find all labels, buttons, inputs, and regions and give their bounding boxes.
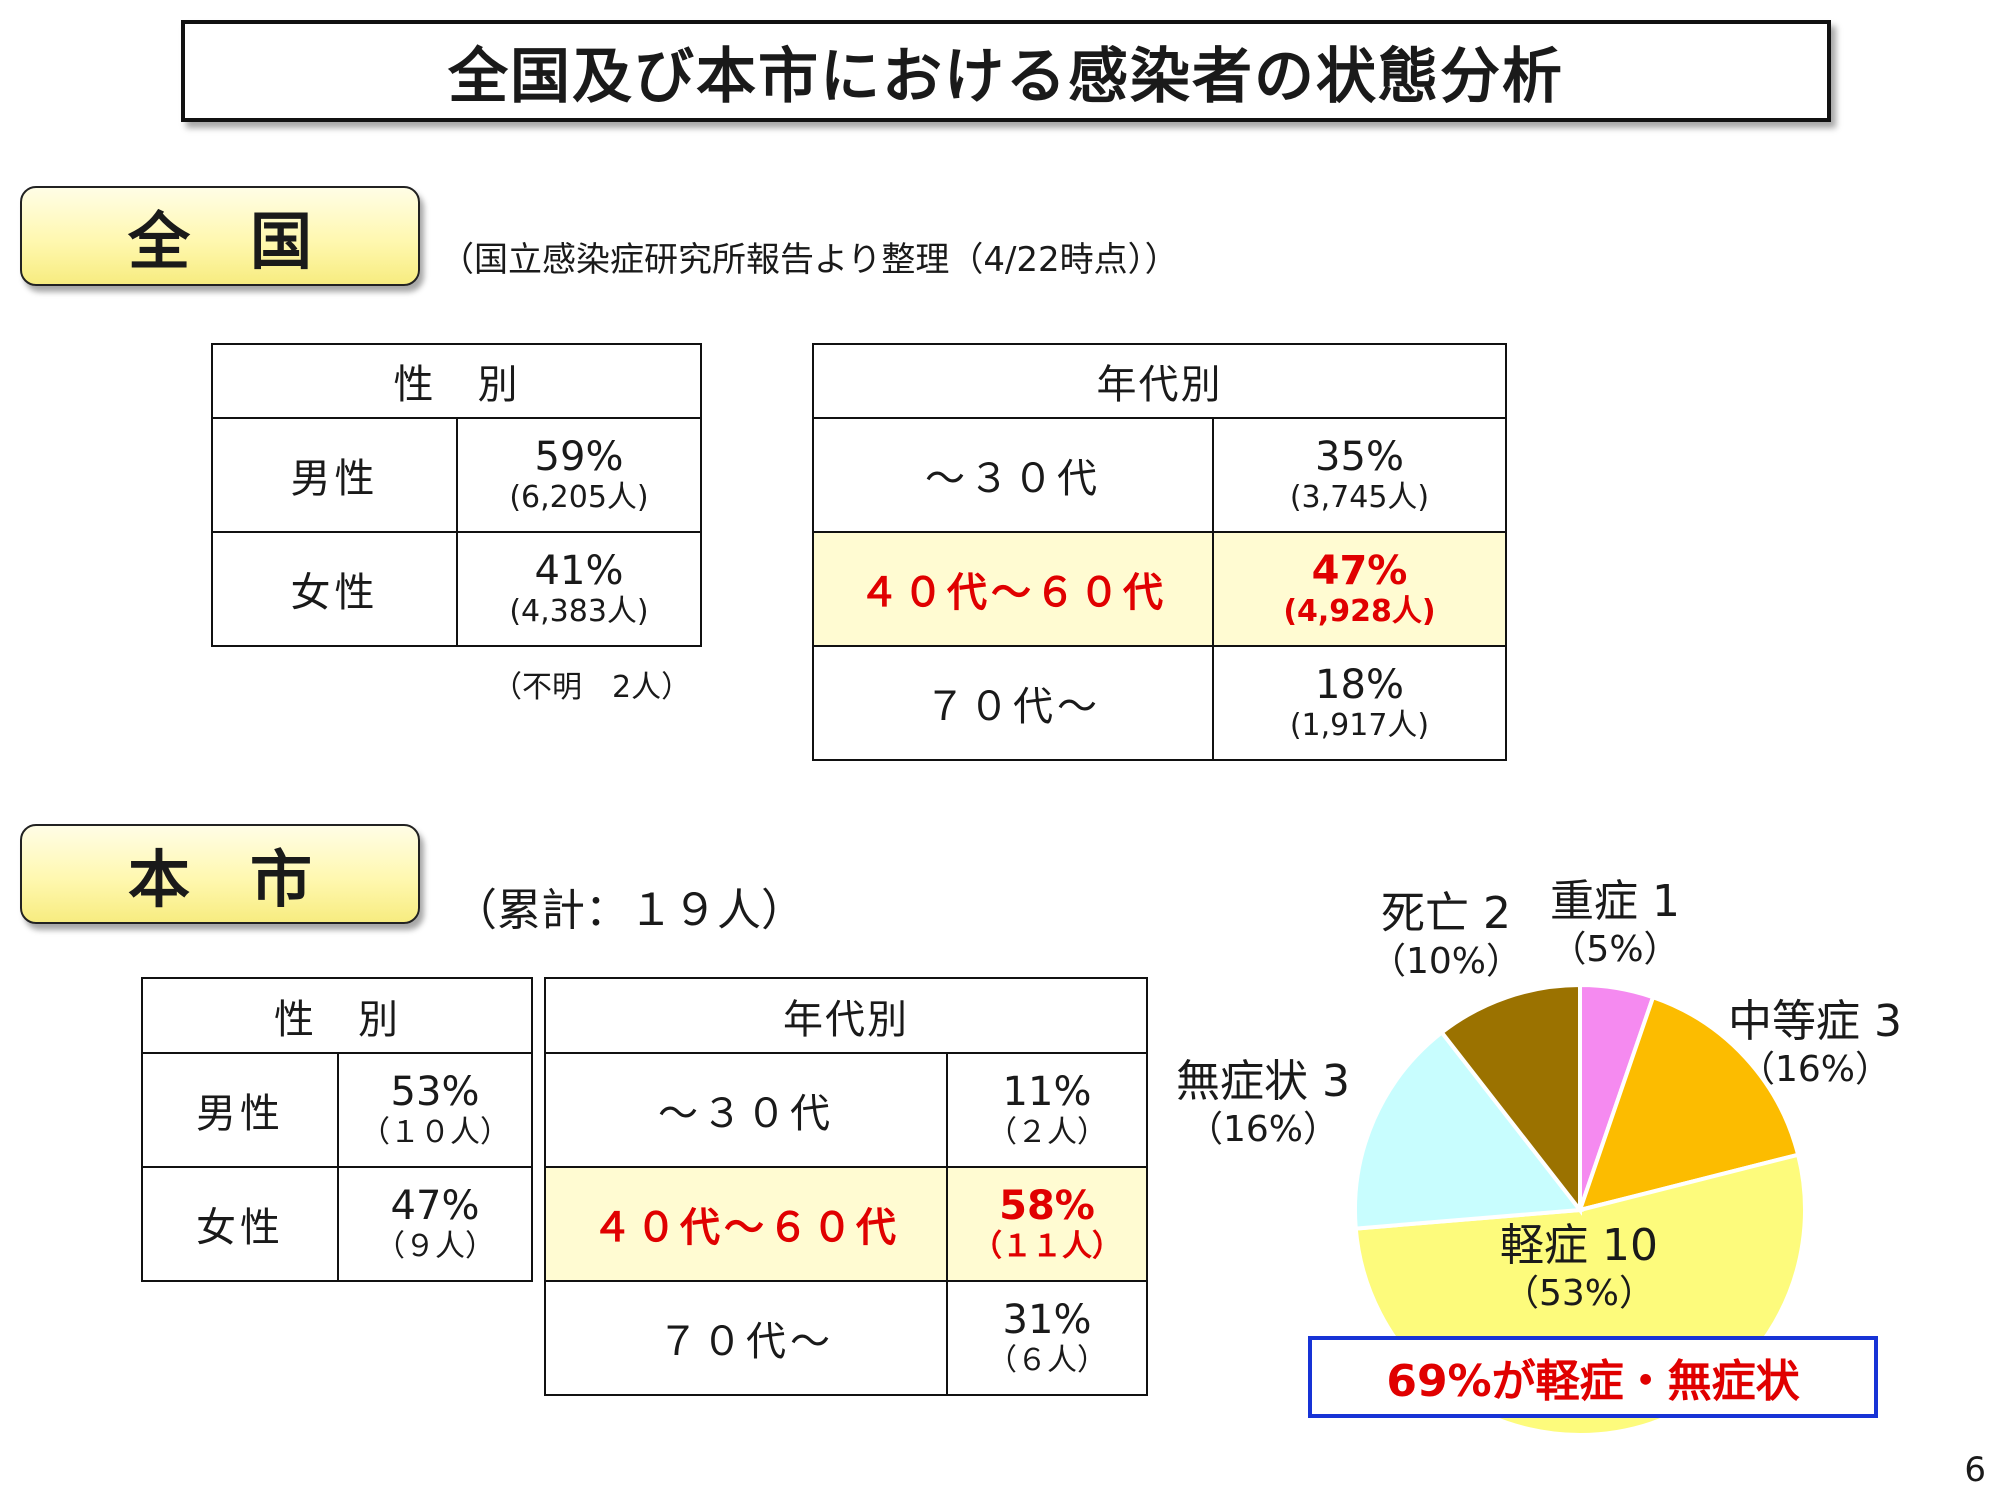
- pie-label-mild: 軽症 10 （53%）: [1500, 1220, 1658, 1314]
- count-value: (1,917人): [1289, 708, 1430, 743]
- summary-callout: 69%が軽症・無症状: [1308, 1336, 1878, 1418]
- pie-slice-4: [1438, 982, 1582, 1216]
- age-label: ～３０代: [812, 417, 1214, 533]
- table-header: 年代別: [544, 977, 1148, 1054]
- table-row: 女性 41% (4,383人): [211, 531, 702, 647]
- table-header: 年代別: [812, 343, 1507, 419]
- gender-label: 男性: [141, 1052, 339, 1168]
- count-value: (4,383人): [509, 594, 649, 629]
- pie-label-moderate: 中等症 3 （16%）: [1728, 996, 1902, 1090]
- age-value-cell: 47% (4,928人): [1212, 531, 1507, 647]
- gender-value-cell: 41% (4,383人): [456, 531, 702, 647]
- table-header: 性 別: [141, 977, 533, 1054]
- unknown-footnote: （不明 2人）: [492, 670, 692, 705]
- count-value: (4,928人): [1283, 594, 1436, 629]
- count-value: （９人）: [375, 1229, 495, 1264]
- percent-value: 59%: [534, 434, 624, 480]
- table-row: 女性 47% （９人）: [141, 1166, 533, 1282]
- gender-label: 女性: [211, 531, 458, 647]
- percent-value: 31%: [1002, 1297, 1092, 1343]
- age-label: ７０代～: [812, 645, 1214, 761]
- age-value-cell: 18% (1,917人): [1212, 645, 1507, 761]
- pie-slice-1: [1576, 994, 1801, 1213]
- table-row-highlighted: ４０代～６０代 47% (4,928人): [812, 531, 1507, 647]
- gender-label: 男性: [211, 417, 458, 533]
- city-total-note: （累計：１９人）: [453, 885, 805, 936]
- age-value-cell: 11% （２人）: [946, 1052, 1148, 1168]
- count-value: （２人）: [987, 1115, 1107, 1150]
- count-value: （６人）: [987, 1343, 1107, 1378]
- table-row: ７０代～ 31% （６人）: [544, 1280, 1148, 1396]
- percent-value: 47%: [390, 1183, 480, 1229]
- percent-value: 41%: [534, 548, 624, 594]
- gender-label: 女性: [141, 1166, 339, 1282]
- table-row: ７０代～ 18% (1,917人): [812, 645, 1507, 761]
- count-value: （１１人）: [972, 1229, 1122, 1264]
- percent-value: 47%: [1311, 548, 1408, 594]
- gender-value-cell: 47% （９人）: [337, 1166, 533, 1282]
- percent-value: 53%: [390, 1069, 480, 1115]
- percent-value: 11%: [1002, 1069, 1092, 1115]
- national-source-note: （国立感染症研究所報告より整理（4/22時点））: [440, 240, 1179, 280]
- table-row: 男性 59% (6,205人): [211, 417, 702, 533]
- gender-value-cell: 53% （１０人）: [337, 1052, 533, 1168]
- pie-label-severe: 重症 1 （5%）: [1550, 876, 1680, 970]
- city-gender-table: 性 別 男性 53% （１０人） 女性 47% （９人）: [141, 977, 533, 1282]
- age-label: ７０代～: [544, 1280, 948, 1396]
- page-title: 全国及び本市における感染者の状態分析: [181, 20, 1831, 122]
- age-label: ～３０代: [544, 1052, 948, 1168]
- table-row: 男性 53% （１０人）: [141, 1052, 533, 1168]
- percent-value: 58%: [999, 1183, 1095, 1229]
- age-label: ４０代～６０代: [544, 1166, 948, 1282]
- age-value-cell: 31% （６人）: [946, 1280, 1148, 1396]
- national-badge: 全国: [20, 186, 420, 286]
- table-header: 性 別: [211, 343, 702, 419]
- pie-label-asymptomatic: 無症状 3 （16%）: [1176, 1056, 1350, 1150]
- age-value-cell: 35% (3,745人): [1212, 417, 1507, 533]
- city-badge: 本市: [20, 824, 420, 924]
- gender-value-cell: 59% (6,205人): [456, 417, 702, 533]
- table-row: ～３０代 35% (3,745人): [812, 417, 1507, 533]
- pie-label-death: 死亡 2 （10%）: [1370, 888, 1523, 982]
- table-row: ～３０代 11% （２人）: [544, 1052, 1148, 1168]
- pie-slice-3: [1353, 1029, 1584, 1231]
- national-age-table: 年代別 ～３０代 35% (3,745人) ４０代～６０代 47% (4,928…: [812, 343, 1507, 761]
- age-label: ４０代～６０代: [812, 531, 1214, 647]
- percent-value: 35%: [1315, 434, 1404, 480]
- percent-value: 18%: [1315, 662, 1404, 708]
- count-value: (3,745人): [1289, 480, 1430, 515]
- age-value-cell: 58% （１１人）: [946, 1166, 1148, 1282]
- count-value: (6,205人): [509, 480, 649, 515]
- table-row-highlighted: ４０代～６０代 58% （１１人）: [544, 1166, 1148, 1282]
- city-age-table: 年代別 ～３０代 11% （２人） ４０代～６０代 58% （１１人） ７０代～…: [544, 977, 1148, 1396]
- national-gender-table: 性 別 男性 59% (6,205人) 女性 41% (4,383人): [211, 343, 702, 647]
- count-value: （１０人）: [360, 1115, 510, 1150]
- page-number: 6: [1964, 1450, 1986, 1490]
